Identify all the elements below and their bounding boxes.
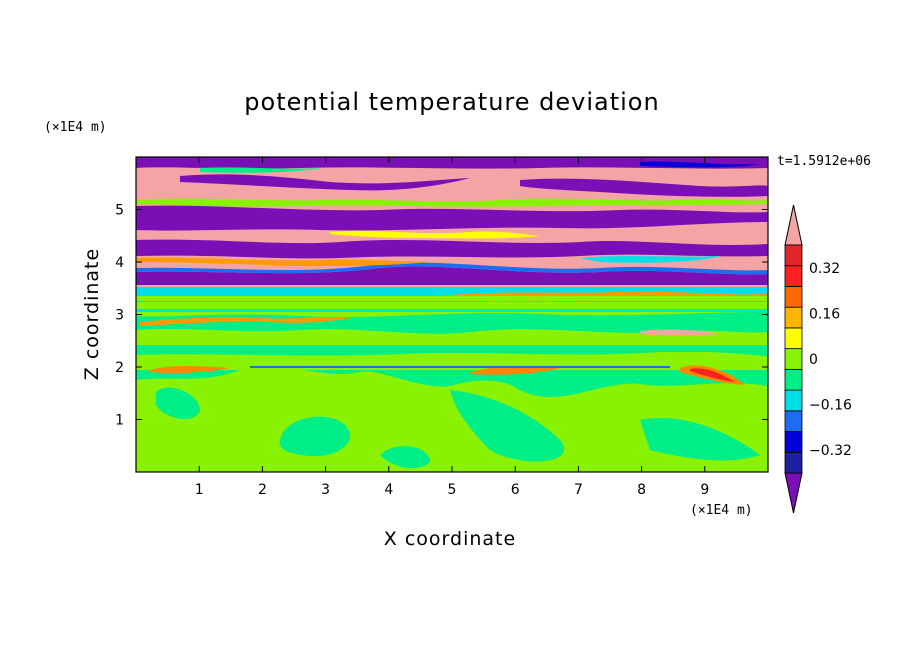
colorbar-segment (784, 244, 803, 267)
band-mid-pink (640, 329, 720, 336)
band-upper-lime (136, 198, 768, 207)
x-tick-label: 8 (637, 482, 646, 498)
colorbar-tick-label: 0.16 (809, 306, 840, 322)
x-tick-label: 9 (700, 482, 709, 498)
x-tick-label: 4 (384, 482, 393, 498)
x-tick-label: 1 (195, 482, 204, 498)
x-unit-label: (×1E4 m) (690, 503, 753, 518)
band-upper-blue (640, 161, 760, 168)
z-tick-label: 5 (115, 203, 124, 219)
band-z2-orange (470, 366, 560, 375)
z-unit-label: (×1E4 m) (44, 120, 107, 135)
patch-green-blob (279, 416, 351, 457)
band-upper-purple (136, 205, 768, 231)
x-tick-label: 3 (321, 482, 330, 498)
colorbar-segment (784, 348, 803, 370)
z-tick-label: 3 (115, 308, 124, 324)
band-transition-lime (136, 296, 768, 301)
band-upper-green (200, 167, 320, 173)
band-upper-blue (136, 262, 768, 275)
band-upper-cyan (580, 256, 720, 263)
colorbar-segment (784, 306, 803, 329)
z-tick-label: 2 (115, 360, 124, 376)
colorbar: −0.32 −0.16 0 0.16 0.32 (784, 204, 852, 514)
colorbar-segment (784, 265, 803, 287)
x-axis-ticks: 1 2 3 4 5 6 7 8 9 (195, 157, 709, 498)
band-upper-purple (136, 239, 768, 259)
colorbar-segment (784, 286, 803, 308)
colorbar-tick-label: 0 (809, 352, 818, 368)
z-tick-label: 1 (115, 413, 124, 429)
band-z2-orange (150, 366, 230, 373)
colorbar-max-triangle (784, 204, 803, 246)
x-tick-label: 2 (258, 482, 267, 498)
band-upper-purple (136, 266, 768, 285)
colorbar-min-triangle (784, 472, 803, 514)
contour-field (136, 157, 768, 472)
patch-green-blob (640, 418, 760, 461)
z-tick-label: 4 (115, 255, 124, 271)
band-upper-orange (136, 257, 430, 266)
band-z2-blue-line (250, 366, 670, 368)
band-upper-yellow (330, 230, 540, 239)
band-mid-orange (140, 317, 350, 326)
x-tick-label: 7 (574, 482, 583, 498)
colorbar-segment (784, 327, 803, 350)
band-mid-lime (136, 328, 768, 345)
colorbar-tick-label: −0.16 (809, 398, 852, 414)
z-axis-ticks: 1 2 3 4 5 (115, 203, 768, 429)
colorbar-segment (784, 451, 803, 474)
band-z2-red (690, 368, 735, 382)
patch-green-blob (450, 390, 564, 462)
colorbar-segment (784, 368, 803, 391)
x-tick-label: 5 (448, 482, 457, 498)
colorbar-tick-label: −0.32 (809, 443, 852, 459)
patch-green-blob (156, 387, 200, 420)
colorbar-tick-label: 0.32 (809, 261, 840, 277)
colorbar-segment (784, 389, 803, 412)
band-mid-cyan-line (136, 309, 768, 312)
band-upper-purple (180, 174, 470, 191)
colorbar-segment (784, 410, 803, 432)
patch-green-blob (380, 446, 430, 469)
band-z2-lime (136, 351, 768, 370)
x-tick-label: 6 (511, 482, 520, 498)
colorbar-segment (784, 431, 803, 453)
x-axis-label: X coordinate (383, 528, 517, 550)
chart-title: potential temperature deviation (244, 88, 660, 116)
band-upper-purple (520, 178, 768, 197)
timestamp-label: t=1.5912e+06 (777, 154, 871, 169)
